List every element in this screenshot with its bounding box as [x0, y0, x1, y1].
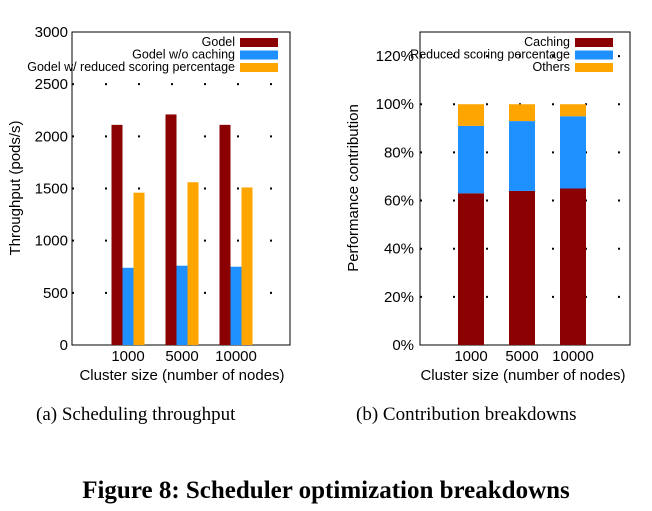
grid [72, 83, 290, 294]
bar [165, 114, 177, 345]
x-tick-label: 5000 [505, 348, 538, 365]
y-tick-label: 3000 [35, 24, 68, 41]
grid [420, 55, 630, 298]
y-tick-label: 20% [384, 289, 414, 306]
bar-segment [560, 116, 586, 189]
y-tick-label: 1000 [35, 233, 68, 250]
y-axis-label: Performance contribution [345, 104, 362, 272]
x-tick-labels: 1000 5000 10000 [111, 348, 257, 365]
bar [219, 124, 231, 346]
bar-segment [509, 190, 535, 345]
bar [230, 266, 242, 345]
bar [133, 192, 145, 345]
legend-label: Godel w/ reduced scoring percentage [27, 60, 235, 74]
y-tick-label: 40% [384, 241, 414, 258]
legend-label: Godel [202, 35, 235, 49]
bar [111, 124, 123, 346]
bars [111, 114, 253, 346]
y-tick-label: 80% [384, 144, 414, 161]
y-tick-label: 2000 [35, 128, 68, 145]
x-tick-label: 1000 [454, 348, 487, 365]
x-tick-label: 10000 [215, 348, 257, 365]
y-tick-label: 1500 [35, 181, 68, 198]
bar [187, 182, 199, 345]
legend-swatch [240, 38, 278, 47]
y-tick-label: 60% [384, 193, 414, 210]
x-tick-label: 1000 [111, 348, 144, 365]
subcaption-b: (b) Contribution breakdowns [356, 404, 577, 425]
legend-swatch [575, 38, 613, 47]
bar [176, 265, 188, 345]
x-tick-label: 10000 [552, 348, 594, 365]
y-tick-labels: 0% 20% 40% 60% 80% 100% 120% [376, 48, 414, 354]
contribution-chart: 0% 20% 40% 60% 80% 100% 120% 1000 5000 10000 Cac… [345, 31, 631, 425]
bar-segment [560, 104, 586, 117]
y-tick-label: 500 [43, 285, 68, 302]
legend-swatch [240, 50, 278, 60]
bar-segment [458, 193, 484, 345]
y-tick-label: 2500 [35, 76, 68, 93]
bars [458, 104, 586, 345]
legend-label: Caching [524, 35, 570, 49]
y-tick-labels: 0 500 1000 1500 2000 2500 3000 [35, 24, 68, 354]
y-tick-label: 100% [376, 96, 414, 113]
bar-segment [458, 125, 484, 194]
bar-segment [509, 104, 535, 122]
legend-label: Others [532, 60, 570, 74]
y-tick-label: 0 [60, 337, 68, 354]
bar-segment [560, 188, 586, 345]
bar [241, 187, 253, 345]
throughput-chart: 0 500 1000 1500 2000 2500 3000 1000 5000 10000 G… [7, 24, 291, 425]
legend-swatch [575, 50, 613, 60]
legend-swatch [575, 63, 613, 72]
legend-swatch [240, 63, 278, 72]
legend-label: Reduced scoring percentage [410, 48, 570, 62]
x-axis-label: Cluster size (number of nodes) [420, 367, 625, 384]
legend-label: Godel w/o caching [132, 48, 235, 62]
x-axis-label: Cluster size (number of nodes) [79, 367, 284, 384]
figure-caption: Figure 8: Scheduler optimization breakdo… [82, 477, 570, 504]
bar-segment [509, 121, 535, 191]
y-axis-label: Throughput (pods/s) [7, 120, 24, 255]
x-tick-label: 5000 [165, 348, 198, 365]
subcaption-a: (a) Scheduling throughput [36, 404, 236, 425]
x-tick-labels: 1000 5000 10000 [454, 348, 594, 365]
y-tick-label: 120% [376, 48, 414, 65]
bar-segment [458, 104, 484, 126]
bar [122, 267, 134, 345]
y-tick-label: 0% [392, 337, 414, 354]
